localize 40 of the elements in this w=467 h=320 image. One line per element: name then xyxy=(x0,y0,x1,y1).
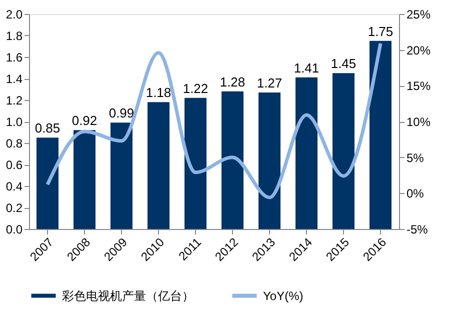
y-tick-label: 0.6 xyxy=(6,158,23,172)
y2-tick-label: 25% xyxy=(406,8,431,22)
data-label: 1.18 xyxy=(146,85,172,100)
legend-label: 彩色电视机产量（亿台） xyxy=(62,288,194,303)
y2-tick-label: 20% xyxy=(406,43,431,58)
y2-tick-label: 0% xyxy=(406,186,424,201)
bar xyxy=(222,91,244,229)
bar xyxy=(332,73,354,229)
bar xyxy=(296,77,318,229)
y-tick-label: 0.0 xyxy=(6,222,23,236)
bar xyxy=(148,102,170,229)
data-label: 0.99 xyxy=(108,106,134,121)
data-label: 1.22 xyxy=(182,80,208,96)
y-tick-label: 0.4 xyxy=(6,180,23,194)
legend-label: YoY(%) xyxy=(263,288,304,303)
y-tick-label: 1.4 xyxy=(6,72,23,86)
y2-tick-label: -5% xyxy=(406,222,428,236)
y-tick-label: 1.2 xyxy=(6,94,23,108)
data-label: 1.27 xyxy=(256,75,282,90)
y-tick-label: 1.8 xyxy=(6,29,23,43)
bar xyxy=(110,122,132,229)
data-label: 1.41 xyxy=(294,60,320,76)
y-tick-label: 1.0 xyxy=(6,115,23,129)
bar xyxy=(74,130,96,229)
y2-tick-label: 15% xyxy=(406,79,431,94)
bar xyxy=(258,92,280,229)
y2-tick-label: 10% xyxy=(406,115,431,129)
data-label: 1.28 xyxy=(220,74,246,90)
bar xyxy=(184,98,206,229)
y-tick-label: 2.0 xyxy=(6,8,23,22)
data-label: 1.75 xyxy=(368,24,394,39)
y-tick-label: 0.8 xyxy=(6,136,23,150)
y-tick-label: 1.6 xyxy=(6,50,23,64)
data-label: 0.85 xyxy=(34,120,60,136)
y2-tick-label: 5% xyxy=(406,150,424,165)
data-label: 0.92 xyxy=(72,113,98,128)
bar xyxy=(36,138,58,229)
y-tick-label: 0.2 xyxy=(6,201,23,215)
bar xyxy=(370,40,392,229)
data-label: 1.45 xyxy=(330,56,356,72)
